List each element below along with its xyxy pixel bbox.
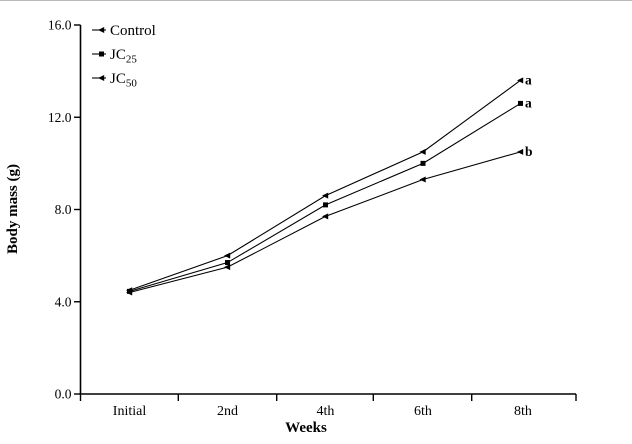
series-control: a — [126, 72, 532, 294]
x-tick-label: Initial — [113, 404, 147, 419]
x-tick-label: 6th — [414, 404, 432, 419]
y-axis-title: Body mass (g) — [5, 164, 21, 254]
data-point-marker — [517, 77, 524, 84]
legend-label: JC25 — [110, 47, 137, 66]
legend-marker — [99, 51, 104, 57]
data-point-marker — [419, 148, 426, 155]
data-point-marker — [517, 148, 524, 155]
data-point-marker — [518, 100, 523, 106]
significance-annotation: b — [525, 144, 533, 159]
x-tick-label: 8th — [514, 404, 532, 419]
data-point-marker — [419, 176, 426, 183]
data-point-marker — [224, 252, 231, 259]
legend-item-jc25: JC25 — [92, 47, 137, 66]
legend-marker — [98, 27, 105, 33]
y-tick-label: 16.0 — [48, 18, 72, 33]
data-point-marker — [322, 192, 329, 199]
data-point-marker — [323, 202, 328, 208]
significance-annotation: a — [525, 72, 532, 87]
y-tick-label: 12.0 — [48, 110, 72, 125]
data-point-marker — [420, 160, 426, 166]
series-line — [129, 79, 521, 291]
significance-annotation: a — [525, 95, 532, 110]
legend-label: JC50 — [110, 71, 137, 90]
data-point-marker — [126, 289, 133, 296]
series-line — [129, 102, 521, 292]
legend-marker — [98, 75, 105, 81]
y-tick-label: 4.0 — [55, 294, 72, 309]
x-axis-title: Weeks — [285, 420, 327, 436]
legend-item-control: Control — [92, 23, 156, 39]
series-jc25: a — [127, 95, 532, 294]
x-tick-label: 2nd — [217, 404, 238, 419]
data-point-marker — [322, 213, 329, 220]
series-jc50: b — [126, 144, 533, 296]
legend-item-jc50: JC50 — [92, 71, 137, 90]
y-tick-label: 8.0 — [55, 202, 72, 217]
series-line — [129, 151, 521, 294]
y-tick-label: 0.0 — [55, 387, 72, 402]
legend-label: Control — [110, 23, 156, 39]
data-point-marker — [224, 264, 231, 271]
data-point-marker — [225, 260, 230, 266]
x-tick-label: 4th — [317, 404, 335, 419]
legend: Control JC25 JC50 — [92, 23, 156, 90]
